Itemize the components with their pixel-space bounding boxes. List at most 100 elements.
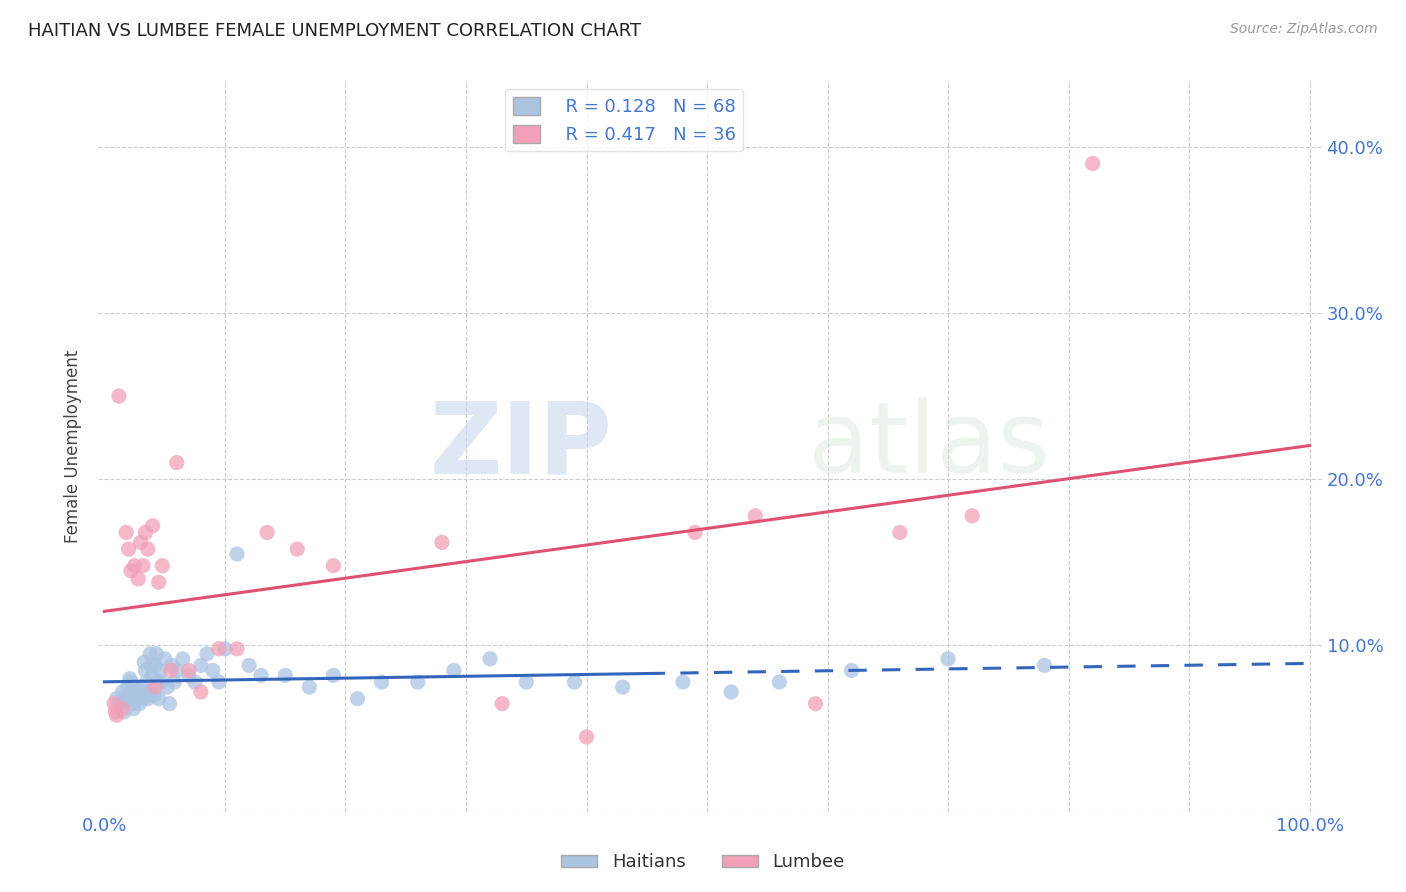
Point [322, 668, 344, 682]
Point [136, 542, 159, 557]
Point [112, 705, 135, 719]
Point [125, 680, 148, 694]
Y-axis label: Female Unemployment: Female Unemployment [65, 350, 83, 542]
Point [105, 708, 128, 723]
Point [115, 689, 138, 703]
Point [201, 664, 224, 678]
Point [146, 675, 169, 690]
Point [166, 664, 188, 678]
Point [117, 691, 139, 706]
Point [139, 647, 162, 661]
Point [612, 680, 634, 694]
Point [108, 389, 131, 403]
Point [115, 525, 138, 540]
Point [298, 680, 321, 694]
Point [256, 525, 278, 540]
Point [150, 558, 173, 573]
Point [108, 697, 131, 711]
Point [960, 508, 983, 523]
Point [124, 689, 146, 703]
Point [564, 675, 586, 690]
Point [159, 697, 181, 711]
Point [127, 685, 149, 699]
Point [443, 664, 465, 678]
Point [491, 697, 513, 711]
Point [104, 705, 127, 719]
Point [285, 542, 308, 557]
Point [120, 675, 142, 690]
Point [1033, 658, 1056, 673]
Point [127, 572, 149, 586]
Point [124, 558, 146, 573]
Point [125, 691, 148, 706]
Point [111, 701, 134, 715]
Point [103, 697, 125, 711]
Point [121, 697, 143, 711]
Point [117, 542, 139, 557]
Point [226, 547, 249, 561]
Point [208, 675, 231, 690]
Point [172, 652, 194, 666]
Point [105, 691, 128, 706]
Point [148, 575, 170, 590]
Point [143, 658, 166, 673]
Point [129, 535, 152, 549]
Text: HAITIAN VS LUMBEE FEMALE UNEMPLOYMENT CORRELATION CHART: HAITIAN VS LUMBEE FEMALE UNEMPLOYMENT CO… [28, 22, 641, 40]
Point [195, 647, 218, 661]
Point [142, 689, 165, 703]
Point [166, 456, 188, 470]
Point [132, 691, 155, 706]
Point [841, 664, 863, 678]
Point [214, 641, 236, 656]
Point [1081, 156, 1104, 170]
Point [184, 675, 207, 690]
Point [672, 675, 695, 690]
Point [134, 655, 156, 669]
Point [274, 668, 297, 682]
Point [122, 701, 145, 715]
Point [250, 668, 273, 682]
Point [142, 668, 165, 682]
Text: Source: ZipAtlas.com: Source: ZipAtlas.com [1230, 22, 1378, 37]
Point [143, 680, 166, 694]
Point [148, 691, 170, 706]
Point [120, 564, 142, 578]
Point [111, 685, 134, 699]
Point [683, 525, 706, 540]
Point [134, 525, 156, 540]
Point [744, 508, 766, 523]
Point [129, 689, 152, 703]
Point [768, 675, 790, 690]
Point [430, 535, 453, 549]
Point [406, 675, 429, 690]
Point [177, 668, 200, 682]
Legend:   R = 0.128   N = 68,   R = 0.417   N = 36: R = 0.128 N = 68, R = 0.417 N = 36 [505, 89, 744, 152]
Legend: Haitians, Lumbee: Haitians, Lumbee [554, 847, 852, 879]
Point [177, 664, 200, 678]
Text: ZIP: ZIP [429, 398, 612, 494]
Point [138, 685, 160, 699]
Point [149, 664, 172, 678]
Text: atlas: atlas [808, 398, 1049, 494]
Point [936, 652, 959, 666]
Point [156, 680, 179, 694]
Point [118, 672, 141, 686]
Point [479, 652, 502, 666]
Point [141, 658, 163, 673]
Point [134, 664, 156, 678]
Point [145, 647, 167, 661]
Point [150, 675, 173, 690]
Point [159, 664, 181, 678]
Point [160, 658, 183, 673]
Point [131, 680, 153, 694]
Point [515, 675, 537, 690]
Point [208, 641, 231, 656]
Point [238, 658, 260, 673]
Point [575, 730, 598, 744]
Point [190, 685, 212, 699]
Point [322, 558, 344, 573]
Point [142, 518, 165, 533]
Point [889, 525, 911, 540]
Point [346, 691, 368, 706]
Point [226, 641, 249, 656]
